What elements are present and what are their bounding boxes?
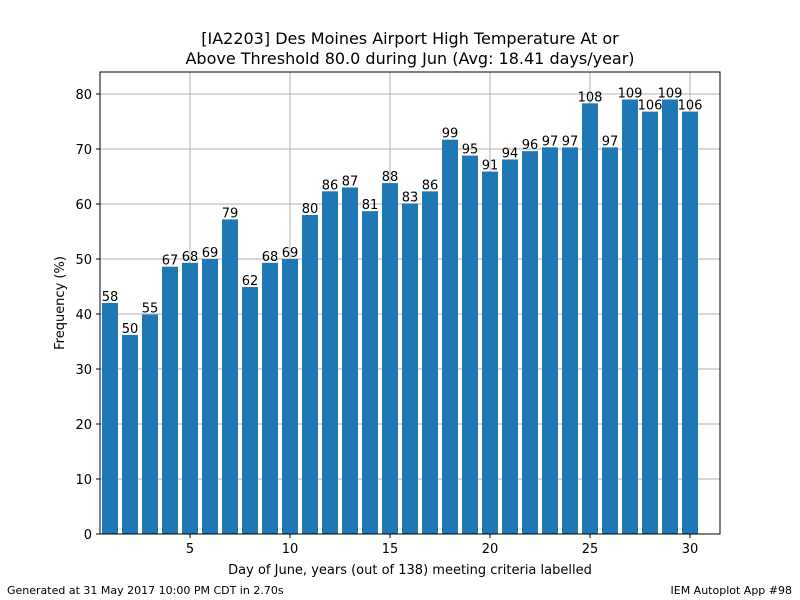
bar-value-label: 97 [602,134,619,149]
bar [342,187,358,534]
footer-app-id: IEM Autoplot App #98 [670,584,793,597]
bar [242,287,258,534]
bar-value-label: 79 [222,206,239,221]
bar-value-label: 68 [182,250,199,265]
bar [222,219,238,534]
bar-value-label: 108 [578,90,603,105]
chart-title-line2: Above Threshold 80.0 during Jun (Avg: 18… [185,49,634,68]
plot-frame [99,71,721,535]
bar [262,262,278,534]
bar-value-label: 55 [142,302,159,317]
bar-value-label: 86 [322,178,339,193]
y-tick-label: 80 [75,88,92,103]
bar-value-label: 58 [102,290,119,305]
bar-value-label: 83 [402,190,419,205]
bar-value-label: 94 [502,146,519,161]
bar-value-label: 87 [342,175,359,190]
bar-value-label: 69 [282,246,299,261]
bar [162,266,178,534]
footer-generated-text: Generated at 31 May 2017 10:00 PM CDT in… [7,584,284,597]
y-axis-label: Frequency (%) [53,256,68,350]
y-tick-label: 40 [75,308,92,323]
bar [482,171,498,535]
bar [542,147,558,534]
bar [202,259,218,534]
bar-value-label: 109 [618,87,643,102]
bars [102,99,698,535]
x-tick-label: 15 [382,542,399,557]
bar-value-label: 96 [522,138,539,153]
x-axis-label: Day of June, years (out of 138) meeting … [228,563,592,578]
bar-value-label: 81 [362,198,379,213]
x-tick-label: 30 [682,542,699,557]
bar-value-label: 86 [422,178,439,193]
y-tick-label: 60 [75,198,92,213]
bar [522,151,538,534]
bar-value-label: 97 [542,134,559,149]
x-tick-label: 25 [582,542,599,557]
bar [682,111,698,534]
bar [102,303,118,534]
x-tick-label: 20 [482,542,499,557]
y-tick-label: 30 [75,363,92,378]
bar [442,139,458,534]
bar [602,147,618,534]
bar-value-label: 69 [202,246,219,261]
bar [122,334,138,534]
bar [422,191,438,534]
bar-value-label: 91 [482,159,499,174]
bar-value-label: 99 [442,127,459,142]
axis-ticks: 5 10 15 20 25 30 0 10 20 30 40 50 60 70 80 [75,88,698,557]
x-tick-label: 10 [282,542,299,557]
bar [402,203,418,534]
chart-title-line1: [IA2203] Des Moines Airport High Tempera… [201,29,619,48]
bar [302,215,318,534]
bar-value-label: 67 [162,254,179,269]
bar-value-label: 68 [262,250,279,265]
bar [382,183,398,534]
bar-value-label: 109 [658,87,683,102]
bar [142,314,158,534]
bar [502,159,518,534]
bar-value-label: 106 [638,99,663,114]
bar [582,103,598,534]
bar-value-label: 62 [242,274,259,289]
bar-value-label: 50 [122,322,139,337]
y-tick-label: 20 [75,418,92,433]
bar-value-label: 106 [678,99,703,114]
bar-value-label: 80 [302,202,319,217]
bar-value-label: 97 [562,134,579,149]
y-tick-label: 10 [75,473,92,488]
bar-value-label: 95 [462,143,479,158]
bar [562,147,578,534]
y-tick-label: 50 [75,253,92,268]
bar [282,259,298,534]
bar [362,211,378,534]
y-tick-label: 0 [84,528,92,543]
bar [182,262,198,534]
bar [622,99,638,534]
bar [462,155,478,534]
x-tick-label: 5 [186,542,194,557]
bar [642,111,658,534]
bar-value-label: 88 [382,170,399,185]
y-tick-label: 70 [75,143,92,158]
bar [322,191,338,534]
bar [662,99,678,534]
